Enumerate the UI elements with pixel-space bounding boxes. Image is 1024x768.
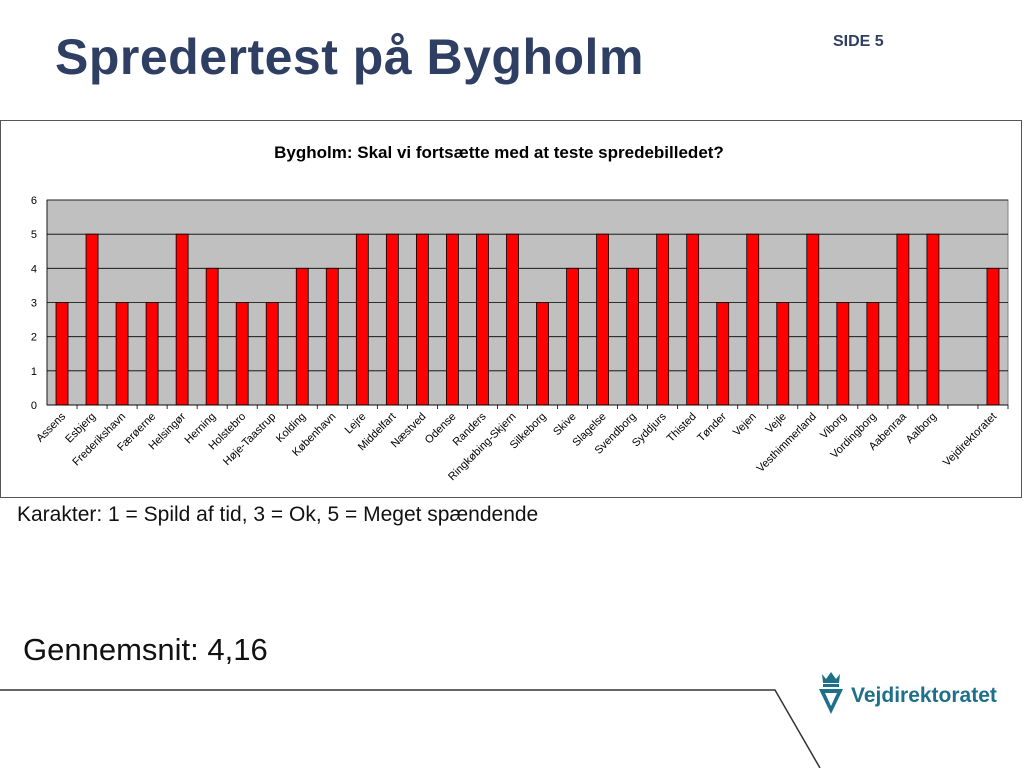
bar: [355, 233, 369, 406]
bar: [506, 233, 519, 406]
crown-shield-icon: [819, 672, 843, 714]
page-number-label: SIDE 5: [833, 33, 884, 50]
y-tick-label: 4: [31, 263, 37, 275]
bar: [986, 267, 1000, 406]
bar: [115, 302, 129, 406]
slide-title: Spredertest på Bygholm: [55, 29, 644, 85]
chart-title: Bygholm: Skal vi fortsætte med at teste …: [274, 143, 724, 162]
bar: [85, 233, 99, 406]
bar: [596, 233, 609, 406]
bar: [265, 302, 279, 406]
y-tick-label: 2: [31, 332, 37, 344]
bar: [325, 267, 339, 406]
y-tick-label: 5: [31, 229, 37, 241]
bar: [626, 267, 640, 406]
x-tick-label: Vejdirektoratet: [941, 411, 999, 469]
bar: [776, 302, 790, 406]
bar: [415, 233, 429, 406]
grade-caption: Karakter: 1 = Spild af tid, 3 = Ok, 5 = …: [17, 503, 539, 526]
bar: [866, 302, 880, 406]
x-tick-label: Syddjurs: [630, 410, 669, 449]
bar: [896, 233, 910, 406]
x-tick-label: Tønder: [695, 410, 729, 444]
y-tick-label: 3: [31, 298, 37, 310]
bar: [806, 233, 820, 406]
bar: [446, 233, 459, 406]
x-tick-label: Thisted: [665, 411, 699, 445]
y-tick-label: 1: [31, 366, 37, 378]
bar: [656, 233, 670, 406]
x-tick-label: Vejen: [731, 411, 759, 439]
bar: [55, 302, 69, 406]
footer-divider: [0, 689, 821, 768]
bar: [716, 302, 730, 406]
bar: [385, 233, 399, 406]
bar: [686, 233, 700, 406]
bar: [175, 233, 189, 406]
bar: [746, 233, 760, 406]
chart-frame: Bygholm: Skal vi fortsætte med at teste …: [0, 120, 1022, 498]
bar: [566, 267, 579, 406]
y-tick-label: 6: [31, 195, 37, 207]
logo-wordmark: Vejdirektoratet: [851, 684, 997, 707]
y-tick-label: 0: [31, 400, 37, 412]
x-tick-label: Skive: [551, 411, 579, 439]
bar: [836, 302, 850, 406]
x-tick-label: Høje-Taastrup: [221, 411, 278, 468]
x-tick-label: Aalborg: [904, 411, 939, 446]
bar-chart: Bygholm: Skal vi fortsætte med at teste …: [31, 143, 1009, 483]
bar: [205, 267, 219, 406]
bar: [536, 302, 549, 406]
bar: [145, 302, 159, 406]
bar: [476, 233, 489, 406]
bar: [295, 267, 309, 406]
bar: [235, 302, 249, 406]
x-tick-label: Vejle: [764, 411, 789, 436]
average-score: Gennemsnit: 4,16: [23, 632, 268, 667]
x-tick-label: Lejre: [343, 411, 369, 437]
x-tick-label: Assens: [34, 410, 68, 444]
bar: [926, 233, 940, 406]
